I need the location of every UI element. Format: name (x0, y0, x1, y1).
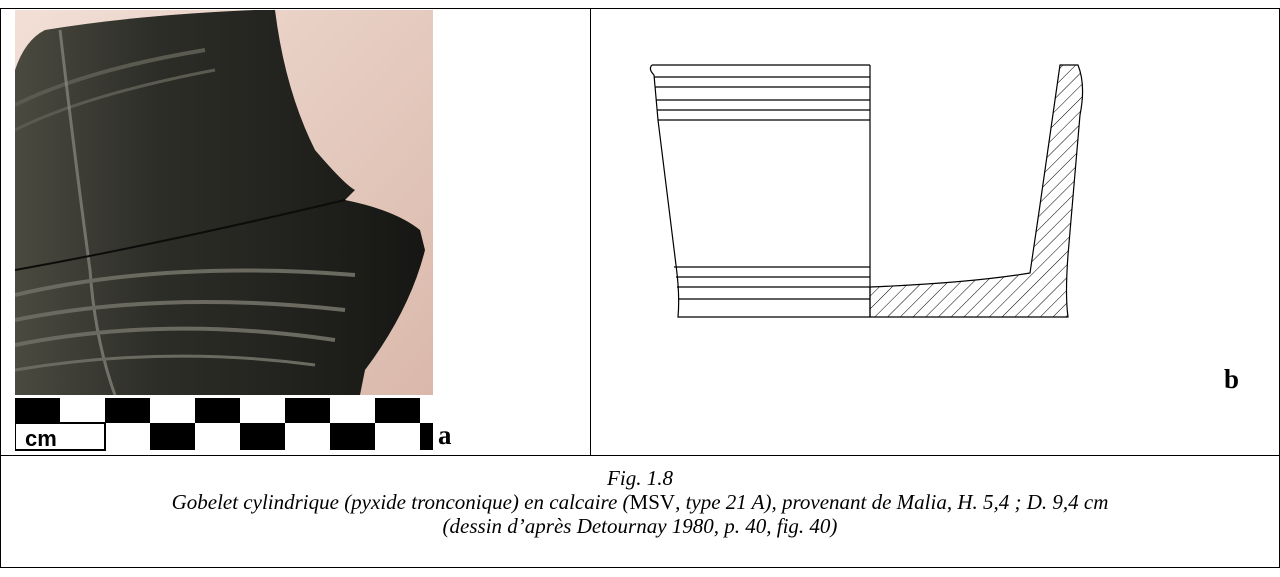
figure-number: Fig. 1.8 (607, 466, 673, 490)
scale-label: cm (25, 426, 57, 451)
panel-divider (590, 8, 591, 456)
caption-source: (dessin d’après Detournay 1980, p. 40, f… (442, 514, 838, 538)
panel-letter-b: b (1224, 364, 1240, 394)
figure-caption: Fig. 1.8 Gobelet cylindrique (pyxide tro… (0, 466, 1280, 538)
panel-letter-a: a (438, 420, 452, 450)
caption-divider (0, 455, 1280, 456)
caption-description: Gobelet cylindrique (pyxide tronconique)… (171, 490, 1109, 514)
vessel-profile-drawing (649, 64, 1084, 318)
stone-fragment-photo: cm (15, 10, 433, 452)
